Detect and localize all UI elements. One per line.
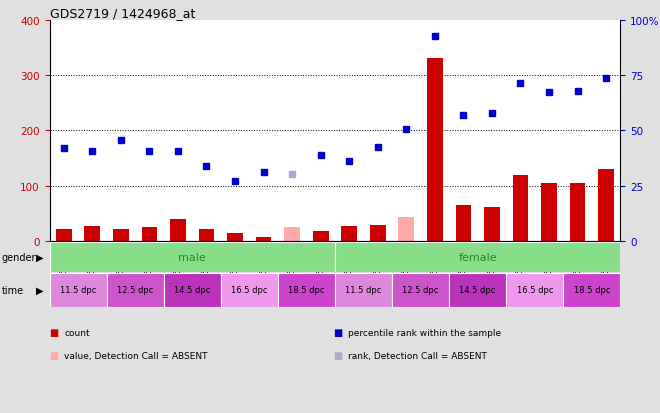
Bar <box>278 273 335 307</box>
Bar <box>141 228 157 242</box>
Text: ■: ■ <box>50 350 59 360</box>
Bar <box>541 184 557 242</box>
Bar <box>598 170 614 242</box>
Text: rank, Detection Call = ABSENT: rank, Detection Call = ABSENT <box>348 351 486 360</box>
Bar <box>455 206 471 242</box>
Bar <box>107 273 164 307</box>
Bar <box>564 273 620 307</box>
Bar <box>399 217 414 242</box>
Text: ▶: ▶ <box>36 285 44 295</box>
Text: female: female <box>458 252 497 262</box>
Text: 12.5 dpc: 12.5 dpc <box>403 286 439 294</box>
Bar <box>427 59 443 242</box>
Text: 16.5 dpc: 16.5 dpc <box>517 286 553 294</box>
Text: gender: gender <box>1 252 36 262</box>
Text: male: male <box>178 252 206 262</box>
Text: value, Detection Call = ABSENT: value, Detection Call = ABSENT <box>64 351 207 360</box>
Text: ■: ■ <box>333 328 343 337</box>
Bar <box>570 184 585 242</box>
Bar <box>50 273 107 307</box>
Text: 16.5 dpc: 16.5 dpc <box>231 286 267 294</box>
Text: GDS2719 / 1424968_at: GDS2719 / 1424968_at <box>50 7 195 19</box>
Text: percentile rank within the sample: percentile rank within the sample <box>348 328 501 337</box>
Text: 11.5 dpc: 11.5 dpc <box>60 286 96 294</box>
Text: ■: ■ <box>333 350 343 360</box>
Text: 12.5 dpc: 12.5 dpc <box>117 286 153 294</box>
Text: 18.5 dpc: 18.5 dpc <box>574 286 610 294</box>
Bar <box>255 237 271 242</box>
Text: 18.5 dpc: 18.5 dpc <box>288 286 325 294</box>
Bar <box>164 273 220 307</box>
Bar <box>513 176 529 242</box>
Bar <box>284 228 300 242</box>
Bar <box>227 233 243 242</box>
Text: time: time <box>1 285 24 295</box>
Bar <box>392 273 449 307</box>
Bar <box>170 220 186 242</box>
Text: 11.5 dpc: 11.5 dpc <box>345 286 381 294</box>
Bar <box>484 207 500 242</box>
Text: 14.5 dpc: 14.5 dpc <box>459 286 496 294</box>
Bar <box>313 232 329 242</box>
Bar <box>341 226 357 242</box>
Bar <box>220 273 278 307</box>
Bar <box>199 230 214 242</box>
Text: ▶: ▶ <box>36 252 44 262</box>
Bar <box>506 273 564 307</box>
Text: 14.5 dpc: 14.5 dpc <box>174 286 211 294</box>
Text: ■: ■ <box>50 328 59 337</box>
Bar <box>50 242 335 272</box>
Bar <box>449 273 506 307</box>
Text: count: count <box>64 328 90 337</box>
Bar <box>113 230 129 242</box>
Bar <box>335 273 392 307</box>
Bar <box>56 230 72 242</box>
Bar <box>370 225 385 242</box>
Bar <box>335 242 620 272</box>
Bar <box>84 226 100 242</box>
